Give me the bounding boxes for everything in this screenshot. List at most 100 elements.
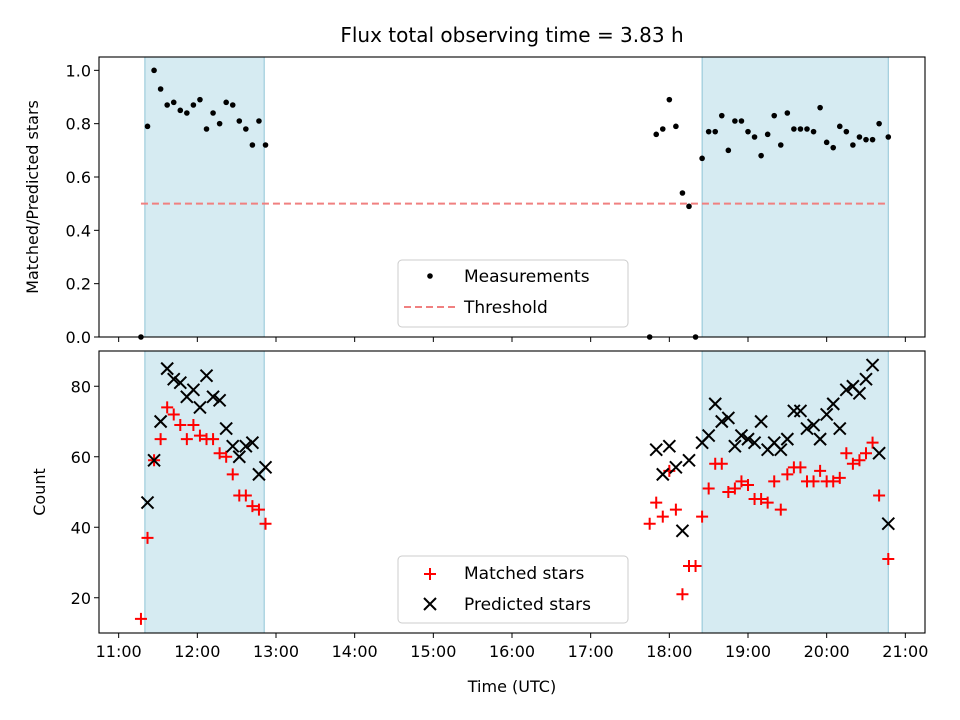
matched-star-point xyxy=(781,468,794,481)
predicted-star-point xyxy=(787,404,801,418)
bottom-y-tick-label: 20 xyxy=(71,589,91,608)
predicted-star-point xyxy=(669,460,683,475)
predicted-star-point xyxy=(226,439,240,453)
matched-star-point xyxy=(259,517,272,530)
matched-star-point xyxy=(226,468,239,481)
predicted-star-point xyxy=(721,411,736,425)
measurement-point xyxy=(876,120,882,127)
matched-star-point xyxy=(696,510,709,523)
matched-star-point xyxy=(853,454,866,467)
x-tick-label: 15:00 xyxy=(410,642,456,661)
top-y-tick-label: 0.8 xyxy=(66,115,91,134)
predicted-star-point xyxy=(741,432,755,446)
matched-star-point xyxy=(187,419,200,432)
matched-star-point xyxy=(742,478,754,491)
predicted-star-point xyxy=(258,460,273,475)
predicted-star-point xyxy=(656,467,670,482)
predicted-star-point xyxy=(819,407,834,422)
measurement-point xyxy=(256,118,262,124)
top-y-ticks: 0.0 0.2 0.4 0.6 0.8 1.0 xyxy=(66,61,99,347)
measurement-point xyxy=(190,102,197,108)
predicted-star-point xyxy=(199,368,214,383)
measurement-point xyxy=(771,112,778,119)
top-shaded-span xyxy=(144,56,265,338)
matched-star-point xyxy=(154,433,167,446)
predicted-star-point xyxy=(708,397,722,411)
predicted-star-point xyxy=(747,435,762,450)
predicted-star-point xyxy=(675,524,690,538)
predicted-star-point xyxy=(167,372,181,386)
matched-star-point xyxy=(213,447,226,460)
matched-star-point xyxy=(807,475,820,488)
measurement-point xyxy=(262,142,269,148)
predicted-star-point xyxy=(813,432,827,446)
top-legend: Measurements Threshold xyxy=(397,259,629,328)
measurement-point xyxy=(236,118,243,124)
top-y-axis-label: Matched/Predicted stars xyxy=(23,100,42,294)
legend-predicted-marker xyxy=(423,597,437,611)
measurement-point xyxy=(863,136,869,143)
predicted-star-point xyxy=(728,439,742,453)
predicted-star-point xyxy=(881,517,895,531)
measurement-point xyxy=(817,104,823,111)
matched-star-point xyxy=(761,496,774,509)
measurement-point xyxy=(157,86,164,92)
matched-star-point xyxy=(167,408,180,421)
measurement-point xyxy=(843,128,850,135)
measurement-point xyxy=(659,126,666,132)
matched-star-point xyxy=(193,429,206,442)
measurement-point xyxy=(791,126,797,132)
matched-star-point xyxy=(814,464,827,477)
measurement-point xyxy=(673,123,679,130)
predicted-star-point xyxy=(852,386,867,401)
predicted-star-point xyxy=(839,383,854,397)
predicted-star-point xyxy=(140,495,155,510)
matched-star-point xyxy=(774,503,787,516)
bottom-legend-box xyxy=(397,555,629,624)
top-y-tick-label: 0.6 xyxy=(66,168,91,187)
measurement-point xyxy=(751,134,758,140)
matched-star-point xyxy=(207,433,220,446)
predicted-star-point xyxy=(806,418,821,432)
measurement-point xyxy=(869,136,876,143)
bottom-shaded-span xyxy=(144,350,265,634)
matched-star-point xyxy=(882,552,895,565)
x-tick-label: 12:00 xyxy=(174,642,220,661)
top-y-tick-label: 0.0 xyxy=(66,328,91,347)
matched-star-point xyxy=(141,531,154,544)
measurement-point xyxy=(856,134,863,140)
x-axis-label: Time (UTC) xyxy=(467,677,556,696)
measurement-point xyxy=(712,128,719,135)
matched-star-point xyxy=(643,517,656,530)
bottom-legend: Matched stars Predicted stars xyxy=(397,555,629,624)
bottom-y-tick-label: 60 xyxy=(71,448,91,467)
measurement-point xyxy=(797,126,804,132)
matched-star-point xyxy=(220,450,233,463)
x-tick-label: 19:00 xyxy=(725,642,771,661)
measurement-point xyxy=(830,144,837,151)
matched-star-point xyxy=(246,500,259,513)
legend-matched-label: Matched stars xyxy=(464,564,584,584)
x-tick-label: 21:00 xyxy=(882,642,928,661)
top-panel: 0.0 0.2 0.4 0.6 0.8 1.0 Flux total observing … xyxy=(23,23,926,347)
measurement-point xyxy=(151,67,157,74)
measurement-point xyxy=(705,128,712,135)
x-tick-label: 11:00 xyxy=(96,642,142,661)
predicted-star-point xyxy=(153,414,168,429)
predicted-star-point xyxy=(206,390,220,404)
predicted-star-point xyxy=(186,383,201,397)
measurement-point xyxy=(144,123,151,130)
measurement-point xyxy=(836,123,843,130)
legend-measurements-label: Measurements xyxy=(464,267,590,287)
bottom-series-layer xyxy=(134,358,895,625)
bottom-y-tick-label: 80 xyxy=(71,377,91,396)
predicted-star-point xyxy=(147,453,161,467)
measurement-point xyxy=(686,203,692,210)
top-legend-box xyxy=(397,259,629,328)
measurement-point xyxy=(764,131,771,138)
matched-star-point xyxy=(735,475,748,488)
predicted-star-point xyxy=(239,439,253,453)
predicted-star-point xyxy=(833,421,847,436)
predicted-star-point xyxy=(212,393,227,408)
